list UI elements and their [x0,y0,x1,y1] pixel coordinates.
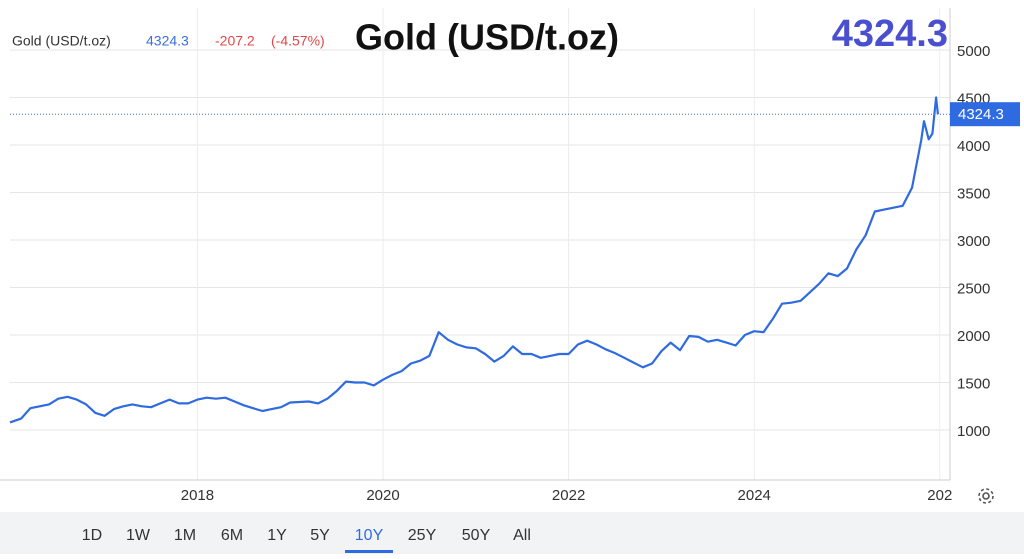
y-tick-label: 2000 [957,328,990,345]
y-tick-label: 5000 [957,43,990,60]
range-button[interactable]: 1D [82,527,102,544]
last-price-label: 4324.3 [958,106,1004,123]
last-value: 4324.3 [146,33,189,49]
settings-icon[interactable] [978,488,994,504]
range-button[interactable]: All [513,527,531,544]
y-tick-label: 1500 [957,375,990,392]
big-price: 4324.3 [832,13,948,55]
range-button[interactable]: 10Y [355,527,384,544]
y-tick-label: 3000 [957,233,990,250]
symbol-label: Gold (USD/t.oz) [12,33,111,49]
range-button[interactable]: 1M [174,527,196,544]
x-tick-label: 2020 [366,487,399,504]
x-tick-label: 2022 [552,487,585,504]
y-tick-label: 4000 [957,138,990,155]
change-pct: (-4.57%) [271,33,325,49]
last-price-box [950,102,1020,127]
y-tick-label: 2500 [957,280,990,297]
range-button[interactable]: 6M [221,527,243,544]
range-button[interactable]: 1Y [267,527,287,544]
price-line [9,96,939,424]
range-underline [345,550,393,553]
change: -207.2 [215,33,255,49]
x-tick-label: 202 [927,487,952,504]
range-button[interactable]: 50Y [462,527,491,544]
range-button[interactable]: 5Y [310,527,330,544]
x-tick-label: 2024 [738,487,771,504]
range-button[interactable]: 25Y [408,527,437,544]
y-tick-label: 1000 [957,423,990,440]
y-tick-label: 3500 [957,185,990,202]
range-bar [0,512,1024,554]
range-button[interactable]: 1W [126,527,151,544]
x-tick-label: 2018 [181,487,214,504]
chart-title: Gold (USD/t.oz) [355,17,619,58]
